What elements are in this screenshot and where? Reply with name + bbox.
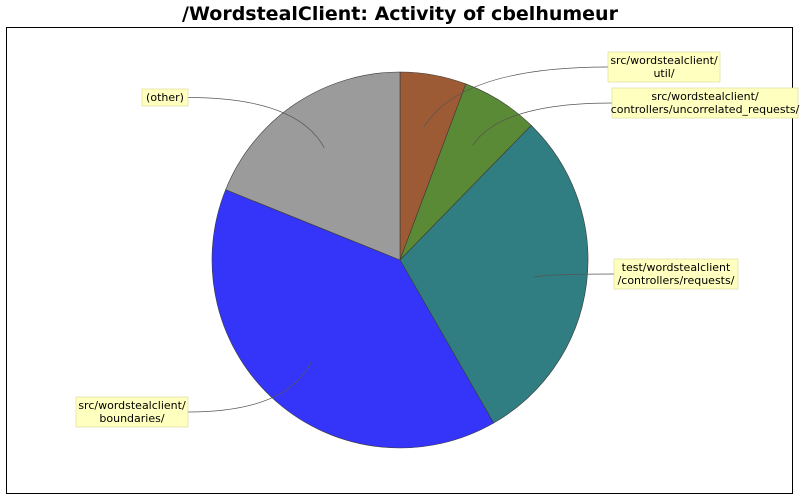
- slice-label-box: [141, 88, 189, 107]
- label-leader-line: [423, 66, 609, 127]
- slice-label-box: [613, 258, 739, 290]
- slice-label-box: [75, 396, 189, 428]
- slice-label: util/: [653, 67, 674, 80]
- slice-label: /controllers/requests/: [618, 274, 735, 287]
- slice-label-box: [607, 51, 721, 83]
- label-leader-line: [472, 102, 613, 146]
- slice-label: boundaries/: [99, 412, 164, 425]
- label-leader-line: [534, 273, 615, 278]
- plot-area: [6, 27, 793, 494]
- slice-label-box: [611, 87, 799, 119]
- slice-label: (other): [146, 91, 184, 104]
- pie-slice: [399, 124, 589, 424]
- slice-label: src/wordstealclient/: [610, 54, 718, 67]
- slice-label: controllers/uncorrelated_requests/: [611, 103, 800, 116]
- label-leader-line: [187, 361, 312, 413]
- pie-slice: [225, 71, 401, 261]
- label-leader-line: [187, 97, 325, 148]
- chart-title: /WordstealClient: Activity of cbelhumeur: [182, 3, 618, 25]
- slice-label: test/wordstealclient: [622, 261, 731, 274]
- pie-slice: [211, 189, 495, 449]
- slice-label: src/wordstealclient/: [651, 90, 759, 103]
- slice-label: src/wordstealclient/: [78, 399, 186, 412]
